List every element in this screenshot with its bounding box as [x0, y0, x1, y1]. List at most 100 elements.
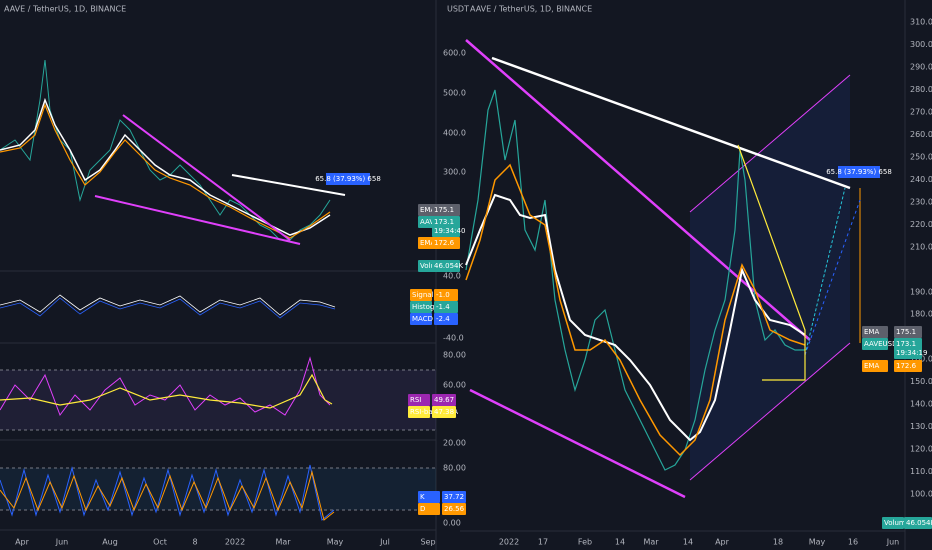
axis-label: 240.0	[910, 175, 932, 184]
macd-name: Signal	[412, 291, 434, 299]
badge-value-bg	[894, 360, 922, 372]
axis-label: 190.0	[910, 287, 932, 296]
axis-label: 300.0	[443, 168, 466, 177]
time-label: 14	[683, 538, 693, 547]
axis-label: 290.0	[910, 62, 932, 71]
macd-value-bg	[434, 313, 458, 325]
time-label: Sep	[420, 538, 435, 547]
rsi-value: 47.38	[434, 408, 454, 416]
axis-label: 150.0	[910, 377, 932, 386]
macd-name: MACD	[412, 315, 433, 323]
measure: 65.8 (37.93%) 658	[315, 175, 381, 183]
axis-label: 140.0	[910, 400, 932, 409]
axis-label: 40.0	[443, 272, 461, 281]
measure: 65.8 (37.93%) 658	[826, 168, 892, 176]
badge-name: AAVEUSDT	[864, 340, 902, 348]
time-label: 14	[615, 538, 625, 547]
stoch-name-bg	[418, 503, 440, 515]
axis-label: 110.0	[910, 467, 932, 476]
axis-label: 220.0	[910, 220, 932, 229]
badge-value-bg	[904, 517, 932, 529]
badge-value: 46.054K	[906, 519, 932, 527]
axis-label: 80.00	[443, 351, 466, 360]
currency: USDT	[447, 5, 469, 14]
badge-value-bg	[432, 204, 460, 216]
time-label: Apr	[715, 538, 730, 547]
badge-value: 172.6	[896, 362, 917, 370]
time-label: Aug	[102, 538, 118, 547]
header: AAVE / TetherUS, 1D, BINANCE	[470, 5, 592, 14]
axis-label: 250.0	[910, 152, 932, 161]
stoch-value: 26.56	[444, 505, 465, 513]
measure-bg	[838, 166, 880, 178]
rsi-value-bg	[432, 406, 456, 418]
stoch-name: D	[420, 505, 425, 513]
rsi-name-bg	[408, 394, 430, 406]
badge-time-bg	[894, 347, 922, 359]
badge-name: Volume	[884, 519, 910, 527]
axis-label: 160.0	[910, 355, 932, 364]
macd-name-bg	[410, 301, 432, 313]
macd-value: -1.0	[436, 291, 450, 299]
rsi-value-bg	[432, 394, 456, 406]
badge-value: 173.1	[434, 218, 454, 226]
time-label: 8	[192, 538, 197, 547]
time-label: Mar	[643, 538, 659, 547]
axis-label: 600.0	[443, 49, 466, 58]
time-label: Oct	[153, 538, 167, 547]
axis-label: 300.0	[910, 40, 932, 49]
badge-name-bg	[862, 338, 888, 350]
axis-label: 210.0	[910, 242, 932, 251]
rsi-name-bg	[408, 406, 430, 418]
time-label: Jun	[55, 538, 69, 547]
macd-value: -2.4	[436, 315, 450, 323]
axis-label: 120.0	[910, 445, 932, 454]
axis-label: -40.0	[443, 334, 464, 343]
stoch-name-bg	[418, 491, 440, 503]
badge-name: EMA	[864, 362, 879, 370]
time-label: Apr	[15, 538, 30, 547]
axis-label: 80.00	[443, 464, 466, 473]
axis-label: 0.00	[443, 519, 461, 528]
time-label: 18	[773, 538, 783, 547]
axis-label: 310.0	[910, 18, 932, 27]
stoch-name: K	[420, 493, 425, 501]
axis-label: 60.00	[443, 381, 466, 390]
axis-label: 230.0	[910, 197, 932, 206]
time-label: 17	[538, 538, 548, 547]
badge-value-bg	[432, 260, 460, 272]
time-label: May	[809, 538, 826, 547]
axis-label: 130.0	[910, 422, 932, 431]
badge-value-bg	[432, 237, 460, 249]
time-label: 2022	[225, 538, 245, 547]
badge-value-bg	[894, 326, 922, 338]
left-panes	[0, 0, 437, 550]
badge-name-bg	[882, 517, 904, 529]
right-pane	[460, 0, 906, 550]
axis-label: 500.0	[443, 89, 466, 98]
axis-label: 270.0	[910, 107, 932, 116]
axis-label: 100.0	[910, 490, 932, 499]
axis-label: 20.00	[443, 439, 466, 448]
macd-value-bg	[434, 289, 458, 301]
time-label: Feb	[578, 538, 592, 547]
badge-value: 172.6	[434, 239, 455, 247]
measure-bg	[326, 173, 370, 185]
axis-label: 180.0	[910, 310, 932, 319]
time-label: May	[327, 538, 344, 547]
badge-name: EMA	[864, 328, 879, 336]
badge-value: 173.1	[896, 340, 916, 348]
time-label: 2022	[499, 538, 519, 547]
badge-name-bg	[862, 326, 888, 338]
badge-time: 19:34:40	[434, 227, 465, 235]
badge-name: EMA	[420, 206, 435, 214]
badge-value: 175.1	[896, 328, 916, 336]
rsi-name: RSI	[410, 396, 421, 404]
macd-value: -1.4	[436, 303, 450, 311]
macd-name: Histogram	[412, 303, 448, 311]
badge-value: 175.1	[434, 206, 454, 214]
time-label: 16	[848, 538, 858, 547]
time-label: Jun	[886, 538, 900, 547]
